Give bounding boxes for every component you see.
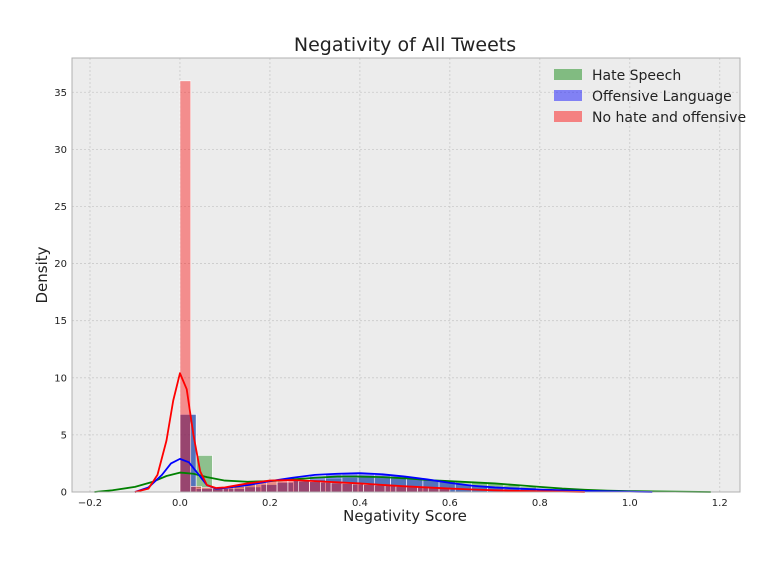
histogram-bar bbox=[330, 482, 343, 493]
y-tick-label: 0 bbox=[61, 488, 67, 499]
x-tick-label: 0.6 bbox=[442, 498, 458, 509]
histogram-bar bbox=[190, 485, 202, 493]
histogram-bar bbox=[363, 484, 375, 493]
x-tick-label: 1.2 bbox=[712, 498, 728, 509]
axes-frame bbox=[71, 57, 741, 493]
x-tick-label: 0.4 bbox=[352, 498, 368, 509]
histogram-bar bbox=[320, 481, 332, 493]
histogram-bar bbox=[384, 485, 397, 493]
histogram-bar bbox=[352, 483, 364, 493]
y-tick-label: 35 bbox=[54, 88, 67, 99]
x-tick-label: 0.2 bbox=[262, 498, 278, 509]
y-tick-label: 5 bbox=[61, 430, 67, 441]
x-tick-label: −0.2 bbox=[78, 498, 102, 509]
y-tick-label: 15 bbox=[54, 316, 67, 327]
chart-title: Negativity of All Tweets bbox=[294, 34, 516, 56]
histogram-bar bbox=[309, 481, 321, 493]
y-tick-label: 10 bbox=[54, 373, 67, 384]
legend-label: Offensive Language bbox=[592, 89, 732, 105]
legend-label: No hate and offensive bbox=[592, 110, 746, 126]
histogram-bar bbox=[298, 480, 310, 493]
y-tick-label: 25 bbox=[54, 202, 67, 213]
histogram-bar bbox=[373, 484, 386, 493]
histogram-bar bbox=[276, 480, 289, 493]
y-tick-label: 20 bbox=[54, 259, 67, 270]
x-axis-label: Negativity Score bbox=[343, 507, 467, 525]
kde-line bbox=[94, 471, 711, 493]
kde-line bbox=[134, 457, 653, 493]
y-axis-label: Density bbox=[33, 246, 51, 303]
x-tick-label: 0.0 bbox=[172, 498, 188, 509]
kde-line bbox=[134, 372, 585, 493]
histogram-bar bbox=[266, 480, 278, 493]
histogram-bar bbox=[341, 483, 353, 493]
x-tick-label: 1.0 bbox=[622, 498, 638, 509]
axes: −0.2 0.0 0.2 0.4 0.6 0.8 1.0 1.2 0 5 10 15 20 25 30 35 bbox=[54, 57, 741, 509]
legend-swatch bbox=[554, 69, 582, 80]
legend-swatch bbox=[554, 111, 582, 122]
kde-curves bbox=[94, 372, 711, 493]
legend-label: Hate Speech bbox=[592, 68, 681, 84]
histogram-bar bbox=[179, 80, 192, 493]
histogram-bar bbox=[287, 480, 300, 493]
y-tick-label: 30 bbox=[54, 145, 67, 156]
legend: Hate Speech Offensive Language No hate and… bbox=[554, 68, 746, 126]
legend-swatch bbox=[554, 90, 582, 101]
plot-background bbox=[72, 58, 740, 492]
x-tick-label: 0.8 bbox=[532, 498, 548, 509]
histogram-bar bbox=[201, 487, 213, 493]
grid-lines bbox=[72, 58, 740, 493]
plot-area bbox=[72, 58, 740, 492]
